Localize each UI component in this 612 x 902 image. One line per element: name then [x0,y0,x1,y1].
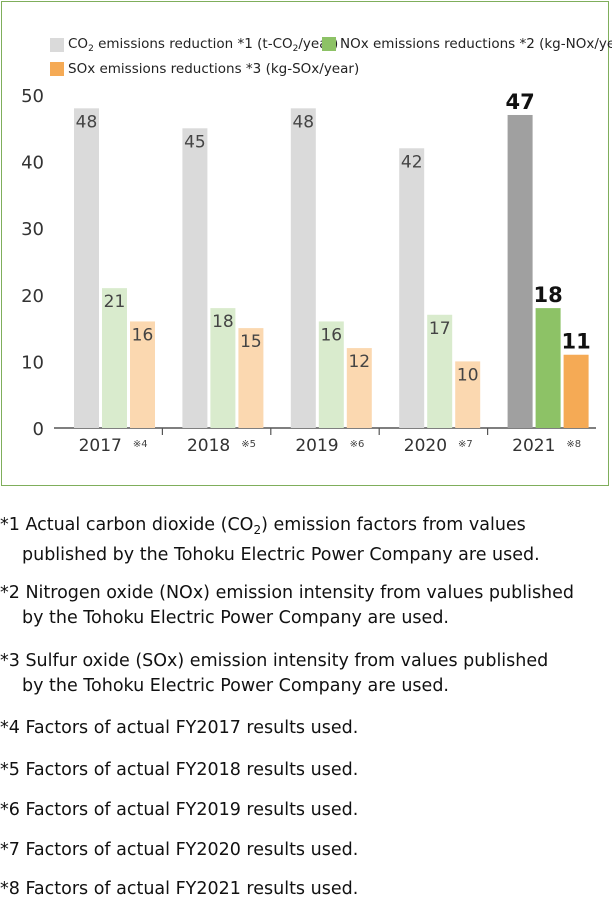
bar-2021-s0 [507,114,533,428]
data-label: 15 [240,332,262,352]
legend-label-nox: NOx emissions reductions *2 (kg-NOx/year… [340,36,612,52]
legend-swatch-nox [322,37,336,51]
data-label: 48 [76,112,98,132]
data-label: 10 [457,365,479,385]
bar-2018-s0 [182,128,208,429]
bar-2019-s1 [318,321,344,428]
legend-item-nox: NOx emissions reductions *2 (kg-NOx/year… [322,36,612,52]
data-label: 45 [184,132,206,152]
chart-frame: 0 10 20 30 40 50 48 21 16 2017 ※4 45 18 15 2018 ※5 48 16 1… [1,1,612,486]
y-tick-label: 30 [21,219,44,240]
y-tick-label: 50 [21,86,44,107]
y-tick-label: 0 [33,419,44,440]
bar-2021-s2 [563,354,589,428]
x-tick-mark: ※6 [350,439,365,450]
bar-2018-s2 [238,328,264,428]
legend-item-co2: CO2 emissions reduction *1 (t-CO2/year) [50,36,338,54]
x-tick-mark: ※4 [133,439,148,450]
legend-swatch-co2 [50,38,64,52]
data-label: 48 [292,112,314,132]
bar-2018-s1 [210,308,236,428]
bar-2020-s1 [427,314,453,428]
data-label: 42 [401,152,423,172]
bar-2020-s2 [455,361,481,428]
bar-2019-s2 [346,348,372,428]
y-tick-label: 20 [21,286,44,307]
x-tick-label: 2020 [404,436,447,456]
footnote-8: *8 Factors of actual FY2021 results used… [0,879,359,899]
legend-label-co2: CO2 emissions reduction *1 (t-CO2/year) [68,36,339,54]
legend-swatch-sox [50,62,64,76]
y-tick-label: 10 [21,352,44,373]
data-label: 21 [104,292,126,312]
data-label: 18 [533,283,562,307]
x-tick-label: 2018 [187,436,230,456]
x-tick-label: 2021 [512,436,555,456]
data-label: 16 [132,325,154,345]
data-label: 12 [348,352,370,372]
footnote-6: *6 Factors of actual FY2019 results used… [0,800,359,820]
data-label: 11 [561,330,590,354]
data-label: 47 [505,90,534,114]
bar-2017-s1 [102,288,127,428]
legend-item-sox: SOx emissions reductions *3 (kg-SOx/year… [50,61,359,77]
x-tick-mark: ※5 [241,439,256,450]
bar-2021-s1 [535,308,561,428]
legend-label-sox: SOx emissions reductions *3 (kg-SOx/year… [68,61,360,77]
footnote-2: *2 Nitrogen oxide (NOx) emission intensi… [0,583,575,628]
y-tick-label: 40 [21,153,44,174]
data-label: 16 [320,325,342,345]
x-tick-label: 2017 [79,436,122,456]
data-label: 17 [429,319,451,339]
footnote-4: *4 Factors of actual FY2017 results used… [0,718,359,738]
data-label: 18 [212,312,234,332]
bar-chart: 0 10 20 30 40 50 48 21 16 2017 ※4 45 18 15 2018 ※5 48 16 1… [21,86,596,456]
footnote-5: *5 Factors of actual FY2018 results used… [0,760,359,780]
footnote-3: *3 Sulfur oxide (SOx) emission intensity… [0,651,549,696]
bar-2020-s0 [399,148,425,428]
x-tick-label: 2019 [295,436,338,456]
footnote-1: *1 Actual carbon dioxide (CO2) emission … [0,515,540,565]
footnote-7: *7 Factors of actual FY2020 results used… [0,840,359,860]
x-tick-mark: ※7 [458,439,473,450]
bar-2019-s0 [290,108,316,428]
x-tick-mark: ※8 [566,439,581,450]
bar-2017-s2 [130,321,155,428]
bar-2017-s0 [74,108,99,428]
